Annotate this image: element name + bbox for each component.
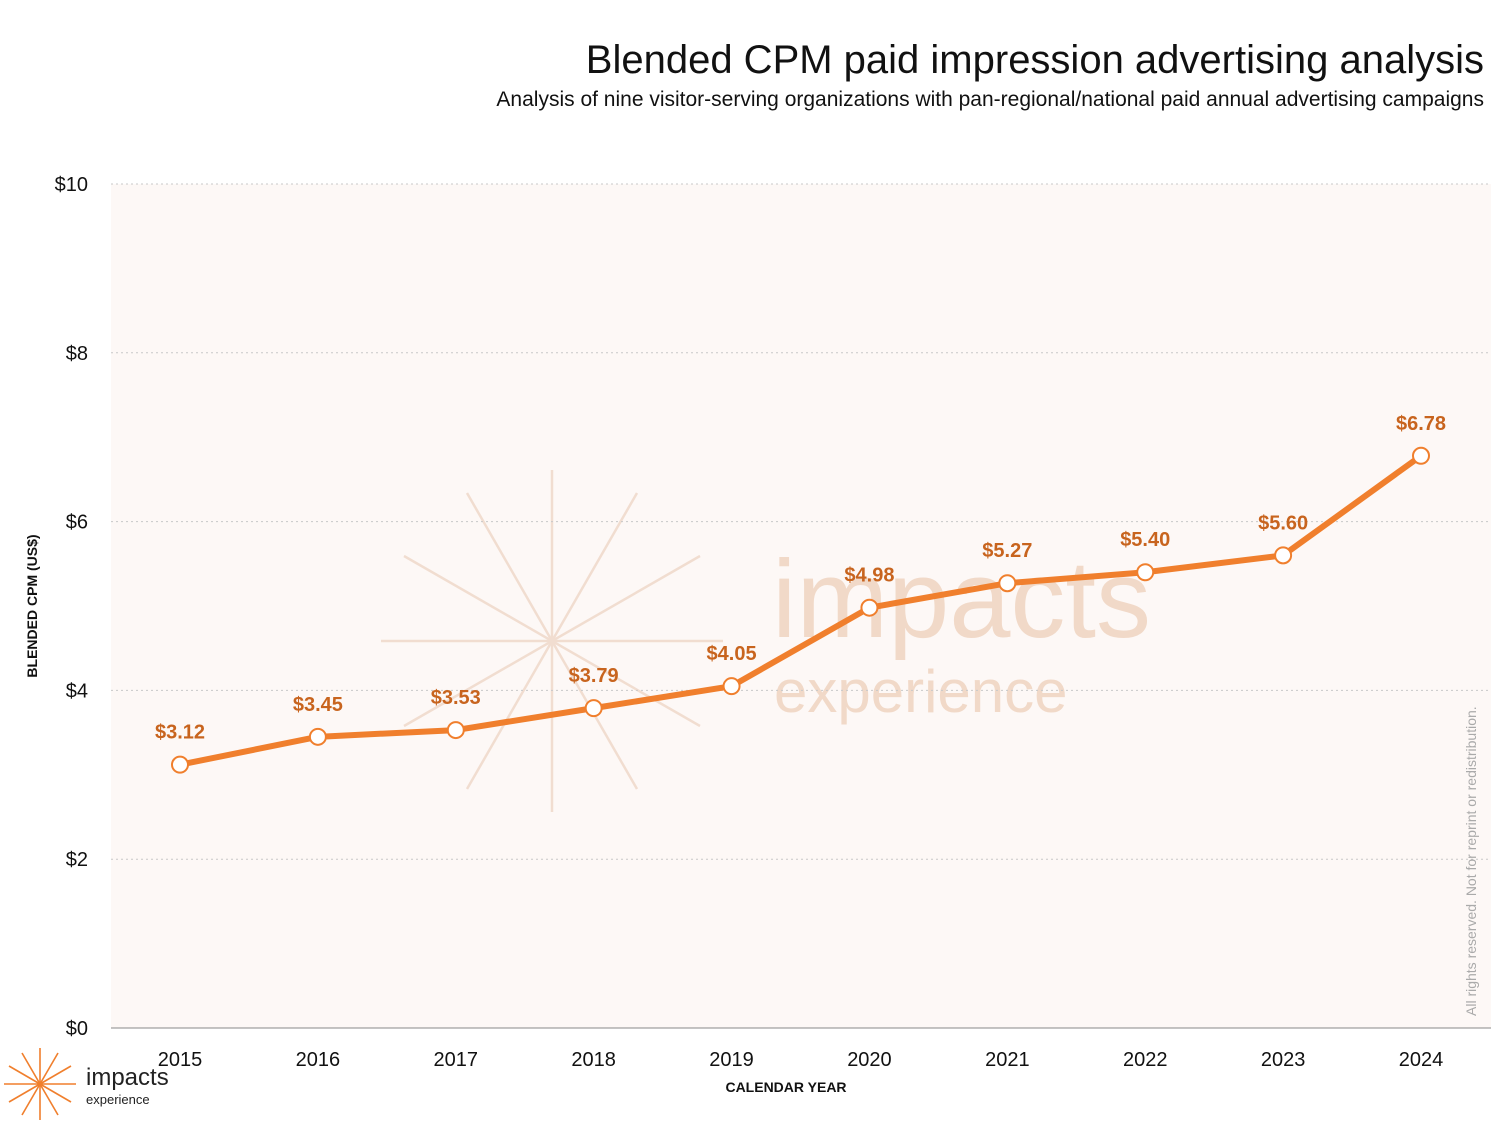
data-label: $6.78: [1396, 413, 1446, 435]
watermark-text: impacts: [772, 538, 1151, 661]
x-tick-label: 2018: [571, 1049, 616, 1071]
data-point: [1136, 563, 1155, 582]
x-tick-label: 2024: [1399, 1049, 1444, 1071]
logo-text: impacts: [86, 1064, 169, 1091]
chart-subtitle: Analysis of nine visitor-serving organiz…: [496, 88, 1484, 111]
grid-lines: [111, 183, 1491, 860]
data-points: [171, 446, 1430, 774]
y-axis-label: BLENDED CPM (US$): [24, 534, 40, 677]
x-tick-label: 2017: [434, 1049, 479, 1071]
data-label: $5.60: [1258, 512, 1308, 534]
logo-subtext: experience: [86, 1092, 150, 1107]
plot-area: [111, 184, 1491, 1028]
x-tick-label: 2016: [296, 1049, 341, 1071]
y-tick-label: $6: [66, 512, 88, 534]
data-labels: $3.12 $3.45 $3.53 $3.79 $4.05 $4.98 $5.27 $5.40…: [155, 413, 1446, 744]
x-tick-label: 2023: [1261, 1049, 1306, 1071]
y-tick-label: $8: [66, 343, 88, 365]
data-label: $4.05: [707, 643, 757, 665]
data-point: [446, 721, 465, 740]
x-tick-label: 2022: [1123, 1049, 1168, 1071]
x-tick-label: 2019: [709, 1049, 754, 1071]
data-label: $3.53: [431, 687, 481, 709]
data-point: [584, 699, 603, 718]
data-point: [308, 727, 327, 746]
data-label: $3.12: [155, 722, 205, 744]
y-tick-label: $2: [66, 849, 88, 871]
data-point: [860, 598, 879, 617]
data-label: $3.45: [293, 694, 343, 716]
x-tick-label: 2021: [985, 1049, 1030, 1071]
impacts-logo-icon: [4, 1048, 76, 1120]
series-line-blended-cpm: [177, 452, 1424, 768]
x-axis-label: CALENDAR YEAR: [725, 1079, 846, 1095]
data-point: [998, 574, 1017, 593]
x-tick-label: 2015: [158, 1049, 203, 1071]
watermark-subtext: experience: [774, 658, 1068, 725]
data-point: [1274, 546, 1293, 565]
x-tick-label: 2020: [847, 1049, 892, 1071]
data-label: $5.40: [1120, 529, 1170, 551]
data-point: [722, 677, 741, 696]
y-tick-label: $10: [55, 174, 88, 196]
data-label: $4.98: [844, 565, 894, 587]
data-label: $5.27: [982, 540, 1032, 562]
y-tick-label: $0: [66, 1018, 88, 1040]
data-point: [171, 755, 189, 774]
copyright-notice: All rights reserved. Not for reprint or …: [1463, 706, 1479, 1016]
y-tick-label: $4: [66, 680, 88, 702]
y-axis: $0 $2 $4 $6 $8 $10: [55, 174, 88, 1040]
data-point: [1412, 446, 1430, 465]
chart-title: Blended CPM paid impression advertising …: [585, 38, 1484, 82]
x-axis: 2015 2016 2017 2018 2019 2020 2021 2022 2023 2024: [158, 1049, 1444, 1071]
data-label: $3.79: [569, 665, 619, 687]
